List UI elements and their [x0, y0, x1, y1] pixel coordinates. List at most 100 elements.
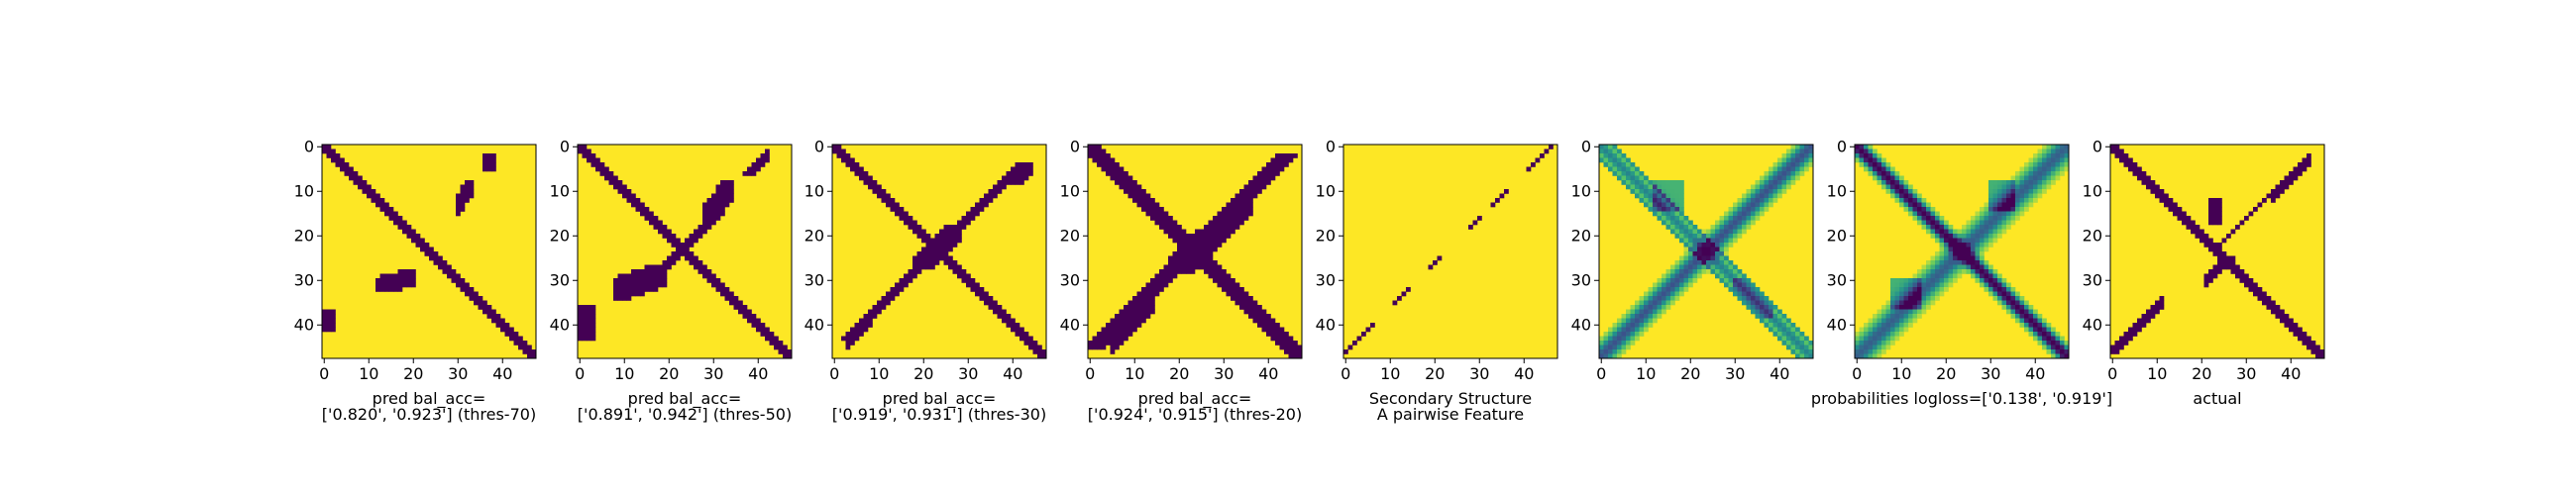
heatmap-cell [1119, 309, 1125, 315]
heatmap-cell [1997, 180, 2002, 185]
heatmap-cell [1795, 336, 1800, 342]
heatmap-cell [1612, 145, 1618, 149]
heatmap-cell [1894, 180, 1900, 185]
heatmap-cell [1755, 291, 1761, 297]
heatmap-cell [1674, 278, 1680, 283]
heatmap-cell [988, 193, 994, 199]
heatmap-cell [1284, 162, 1289, 167]
heatmap-cell [460, 287, 466, 292]
heatmap-cell [1737, 282, 1743, 288]
heatmap-cell [1293, 353, 1298, 359]
heatmap-cell [1136, 314, 1142, 319]
heatmap-cell [729, 184, 734, 190]
heatmap-cell [756, 318, 761, 324]
heatmap-cell [1630, 175, 1636, 181]
heatmap-cell [379, 207, 385, 212]
heatmap-cell [1635, 323, 1640, 328]
heatmap-cell [778, 341, 784, 346]
heatmap-cell [1885, 345, 1891, 350]
heatmap-cell [1141, 296, 1146, 301]
heatmap-cell [1728, 264, 1734, 270]
heatmap-cell [1603, 157, 1609, 163]
heatmap-cell [1777, 184, 1782, 190]
heatmap-cell [1930, 229, 1936, 235]
heatmap-cell [2141, 180, 2147, 185]
heatmap-cell [970, 282, 976, 288]
heatmap-cell [649, 216, 654, 221]
heatmap-cell [1540, 153, 1545, 158]
heatmap-cell [1608, 349, 1613, 354]
heatmap-cell [769, 336, 775, 342]
axes-frame [1598, 144, 1814, 359]
heatmap-cell [1873, 314, 1878, 319]
heatmap-cell [2208, 243, 2213, 248]
heatmap-cell [1769, 175, 1773, 181]
heatmap-cell [1653, 184, 1658, 190]
heatmap-cell [1231, 207, 1235, 212]
heatmap-cell [2037, 157, 2043, 163]
heatmap-cell [760, 323, 766, 328]
heatmap-cell [948, 238, 953, 244]
heatmap-cell [1953, 234, 1958, 239]
heatmap-cell [376, 282, 380, 288]
y-tick-label: 0 [2093, 137, 2102, 155]
heatmap-cell [1177, 238, 1182, 244]
heatmap-cell [2037, 323, 2043, 328]
heatmap-cell [590, 323, 596, 328]
heatmap-cell [1674, 198, 1680, 203]
heatmap-cell [1110, 171, 1116, 176]
heatmap-cell [760, 327, 766, 333]
heatmap-cell [702, 273, 707, 279]
heatmap-cell [1935, 220, 1940, 226]
heatmap-cell [1177, 234, 1182, 239]
heatmap-cell [2001, 278, 2007, 283]
y-tick-label: 30 [805, 270, 824, 289]
heatmap-cell [376, 198, 380, 203]
heatmap-cell [1894, 198, 1900, 203]
heatmap-cell [1670, 229, 1675, 235]
heatmap-cell [1115, 341, 1120, 346]
heatmap-cell [397, 287, 403, 292]
heatmap-cell [2212, 207, 2218, 212]
heatmap-cell [617, 184, 623, 190]
heatmap-cell [1988, 198, 1993, 203]
heatmap-cell [631, 202, 636, 208]
heatmap-cell [925, 243, 931, 248]
heatmap-cell [2293, 332, 2299, 337]
heatmap-cell [465, 287, 470, 292]
heatmap-cell [1635, 327, 1640, 333]
heatmap-cell [2141, 323, 2147, 328]
heatmap-cell [1266, 327, 1271, 333]
heatmap-cell [1971, 229, 1976, 235]
heatmap-cell [1894, 305, 1900, 310]
heatmap-cell [1715, 251, 1720, 256]
heatmap-cell [1662, 184, 1666, 190]
heatmap-cell [578, 336, 583, 342]
heatmap-cell [1674, 211, 1680, 217]
heatmap-cell [1760, 300, 1765, 306]
heatmap-cell [2114, 341, 2120, 346]
heatmap-cell [715, 278, 721, 283]
heatmap-cell [1217, 238, 1223, 244]
heatmap-cell [1710, 269, 1716, 274]
heatmap-cell [1621, 349, 1627, 354]
heatmap-cell [916, 255, 922, 261]
heatmap-cell [513, 332, 519, 337]
heatmap-cell [1213, 260, 1218, 265]
heatmap-cell [326, 327, 332, 333]
heatmap-cell [1899, 323, 1904, 328]
heatmap-cell [2006, 202, 2011, 208]
heatmap-cell [2042, 345, 2047, 350]
heatmap-cell [957, 220, 962, 226]
heatmap-cell [1119, 314, 1125, 319]
heatmap-cell [1881, 314, 1886, 319]
heatmap-cell [1772, 309, 1778, 315]
heatmap-cell [340, 166, 345, 172]
heatmap-cell [1769, 166, 1773, 172]
heatmap-cell [1150, 198, 1155, 203]
heatmap-cell [1719, 234, 1725, 239]
heatmap-cell [2203, 282, 2209, 288]
heatmap-cell [1877, 153, 1882, 158]
heatmap-cell [1599, 345, 1604, 350]
heatmap-cell [1868, 345, 1874, 350]
